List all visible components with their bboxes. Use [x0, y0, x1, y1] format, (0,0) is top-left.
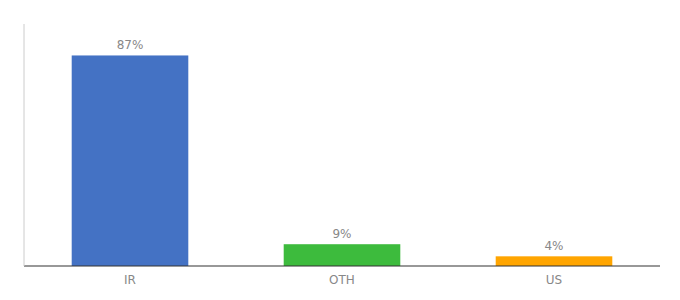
x-axis-line: [24, 265, 660, 266]
chart-container: IR OTH US 87% 9% 4%: [0, 0, 680, 300]
plot-area: [72, 55, 613, 266]
x-tick-label: IR: [124, 273, 136, 287]
bar: [496, 256, 613, 266]
data-label: 9%: [332, 227, 351, 241]
x-tick-label: US: [546, 273, 562, 287]
chart: IR OTH US 87% 9% 4%: [0, 0, 680, 300]
x-tick-label: OTH: [329, 273, 355, 287]
bar: [72, 55, 189, 266]
bar: [284, 244, 401, 266]
data-label: 87%: [117, 38, 144, 52]
data-label: 4%: [544, 239, 563, 253]
y-axis-line: [24, 24, 25, 266]
